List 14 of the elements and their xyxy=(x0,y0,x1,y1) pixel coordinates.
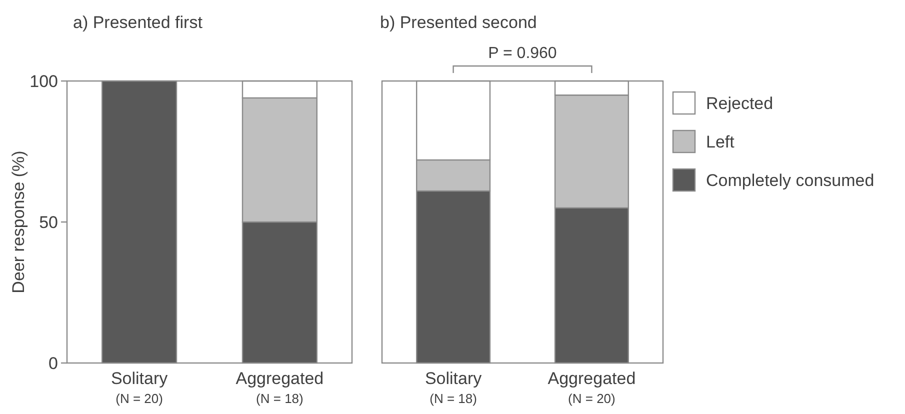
chart-title: a) Presented first xyxy=(73,13,203,32)
x-tick-label: Solitary (N = 20) xyxy=(110,369,168,406)
x-tick-label: Solitary (N = 18) xyxy=(424,369,482,406)
y-axis-title: Deer response (%) xyxy=(9,150,28,294)
legend-label: Rejected xyxy=(706,94,774,113)
x-tick-label: Aggregated (N = 20) xyxy=(548,369,636,406)
y-tick-label: 100 xyxy=(30,72,58,91)
chart-title: b) Presented second xyxy=(380,13,537,32)
x-tick-label: Aggregated (N = 18) xyxy=(236,369,324,406)
legend-label: Completely consumed xyxy=(706,170,874,190)
legend-label: Left xyxy=(706,132,735,152)
text: P = 0.960 xyxy=(488,45,557,62)
y-tick-label: 0 xyxy=(48,354,58,373)
y-tick-label: 50 xyxy=(39,212,58,232)
